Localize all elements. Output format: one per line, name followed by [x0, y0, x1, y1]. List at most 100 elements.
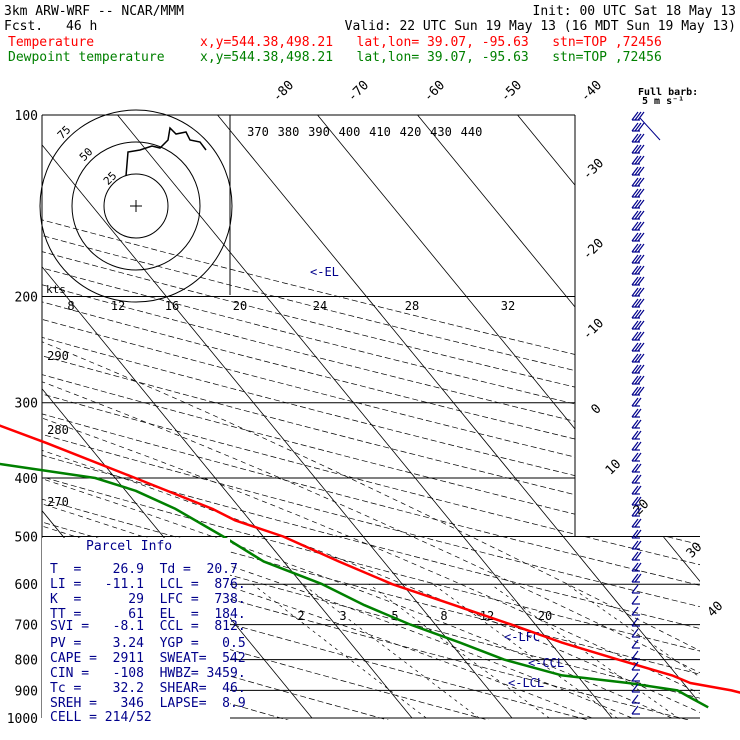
parcel-info-row: K = 29 LFC = 738.: [50, 592, 246, 607]
theta-left-label: 280: [47, 423, 69, 437]
wind-barb-flag: [637, 199, 645, 209]
wind-barb-flag: [634, 507, 642, 517]
mixing-ratio-label: 28: [405, 299, 419, 313]
temperature-legend-label: Temperature: [8, 35, 95, 50]
theta-label: 430: [430, 125, 452, 139]
parcel-info-row: T = 26.9 Td = 20.7: [50, 562, 238, 577]
wind-barb-staff: [639, 117, 661, 141]
parcel-info-title: Parcel Info: [86, 539, 173, 554]
wind-barb-flag: [631, 584, 639, 594]
wind-barb-flag: [637, 298, 645, 308]
wind-barb-flag: [637, 331, 645, 341]
wind-barb-flag: [634, 353, 642, 363]
isotherm-line: [317, 115, 700, 719]
dewpoint-legend-label: Dewpoint temperature: [8, 50, 165, 65]
hodograph-units: kts: [46, 283, 66, 296]
wind-barb-flag: [637, 353, 645, 363]
level-marker: <-LCL: [508, 676, 544, 690]
wind-barb-flag: [631, 595, 639, 605]
wind-barb-flag: [637, 386, 645, 396]
parcel-info-row: SREH = 346 LAPSE= 8.9: [50, 696, 246, 711]
dry-adiabat-line: [42, 139, 700, 720]
wind-barb-flag: [634, 375, 642, 385]
theta-left-label: 270: [47, 495, 69, 509]
wind-barb-flag: [637, 122, 645, 132]
mixing-ratio-label: 8: [67, 299, 74, 313]
wind-barb-flag: [637, 232, 645, 242]
wind-barb-flag: [634, 331, 642, 341]
wind-barb-flag: [637, 177, 645, 187]
wind-barb-flag: [631, 155, 639, 165]
pressure-tick-label: 900: [15, 684, 38, 699]
mixing-ratio-label: 32: [501, 299, 515, 313]
dry-adiabat-line: [42, 139, 700, 720]
wind-barb-flag: [634, 276, 642, 286]
isotherm-line: [0, 115, 12, 718]
moist-adiabat-line: [42, 296, 700, 719]
wind-barb-flag: [631, 661, 639, 671]
wind-barb-flag: [634, 430, 642, 440]
wind-barb-flag: [634, 243, 642, 253]
dry-adiabat-line: [42, 139, 529, 720]
hodograph: 75 50 25: [39, 109, 233, 303]
hodograph-ring-75: [39, 109, 233, 303]
dewpoint-trace: [0, 462, 709, 709]
wind-barb-flag: [631, 111, 639, 121]
wind-barb-flag: [634, 364, 642, 374]
wind-barb-flag: [634, 177, 642, 187]
pressure-tick-label: 100: [15, 109, 38, 124]
dry-adiabat-line: [42, 139, 700, 720]
wind-barb-flag: [634, 111, 642, 121]
wind-barb-flag: [634, 155, 642, 165]
theta-label: 440: [461, 125, 483, 139]
level-marker: <-CCL: [528, 656, 564, 670]
wind-barb-flag: [631, 694, 639, 704]
mixing-ratio-line: [252, 583, 444, 720]
pressure-tick-label: 200: [15, 291, 38, 306]
parcel-info-row: SVI = -8.1 CCL = 812.: [50, 619, 246, 634]
wind-barb-flag: [637, 210, 645, 220]
wind-barb-flag: [634, 320, 642, 330]
model-title: 3km ARW-WRF -- NCAR/MMM: [4, 4, 185, 19]
wind-barb-flag: [631, 287, 639, 297]
wind-barb-flag: [637, 243, 645, 253]
isotherm-label: -50: [498, 78, 525, 105]
wind-barb-flag: [631, 309, 639, 319]
wind-barb-flag: [631, 265, 639, 275]
wind-barb-flag: [631, 672, 639, 682]
isotherm-line: [417, 115, 700, 719]
mixing-ratio-label: 24: [313, 299, 327, 313]
wind-barb-flag: [634, 452, 642, 462]
parcel-info-row: Tc = 32.2 SHEAR= 46.: [50, 681, 246, 696]
wind-barb-flag: [634, 529, 642, 539]
forecast-hour: 46 h: [66, 19, 98, 34]
wind-barb-flag: [634, 408, 642, 418]
wind-barb-flag: [631, 375, 639, 385]
wind-barb-flag: [631, 364, 639, 374]
pressure-tick-label: 400: [15, 472, 38, 487]
level-marker: <-LFC: [504, 630, 540, 644]
theta-label: 410: [369, 125, 391, 139]
wind-barb-flag: [634, 342, 642, 352]
wind-barb-flag: [631, 276, 639, 286]
isotherm-label: -70: [345, 78, 372, 105]
wind-barb-flag: [631, 254, 639, 264]
wind-barb-flag: [631, 606, 639, 616]
wind-barb-flag: [631, 628, 639, 638]
isotherm-label: 40: [705, 599, 727, 621]
wind-barb-flag: [637, 276, 645, 286]
wind-barb-flag: [631, 562, 639, 572]
wind-barb-flag: [631, 408, 639, 418]
isotherm-line: [117, 115, 613, 719]
wind-barb-flag: [634, 397, 642, 407]
wind-barb-flag: [631, 452, 639, 462]
wind-barb-flag: [634, 221, 642, 231]
barb-legend-value: 5 m s⁻¹: [642, 96, 684, 107]
pressure-tick-label: 800: [15, 654, 38, 669]
temperature-legend-info: x,y=544.38,498.21 lat,lon= 39.07, -95.63…: [200, 35, 662, 50]
dry-adiabat-line: [42, 139, 700, 720]
wind-barb-flag: [631, 551, 639, 561]
parcel-info-row: LI = -11.1 LCL = 876.: [50, 577, 246, 592]
wind-barb-flag: [631, 430, 639, 440]
wind-barb-flag: [631, 441, 639, 451]
